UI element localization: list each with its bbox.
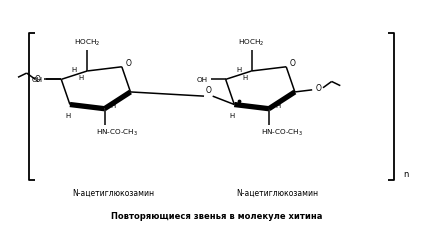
Text: N-ацетиглюкозамин: N-ацетиглюкозамин: [237, 188, 319, 197]
Text: HN-CO-CH$_3$: HN-CO-CH$_3$: [261, 127, 303, 137]
Text: H: H: [65, 112, 70, 119]
Text: H: H: [236, 67, 241, 73]
Text: Повторяющиеся звенья в молекуле хитина: Повторяющиеся звенья в молекуле хитина: [111, 211, 323, 220]
Text: n: n: [403, 169, 408, 178]
Text: H: H: [72, 67, 77, 73]
Text: HOCH$_2$: HOCH$_2$: [74, 37, 100, 48]
Text: HOCH$_2$: HOCH$_2$: [238, 37, 265, 48]
Text: H: H: [78, 75, 83, 81]
Text: HN-CO-CH$_3$: HN-CO-CH$_3$: [96, 127, 138, 137]
Text: O: O: [290, 59, 296, 68]
Text: H: H: [230, 112, 235, 119]
Text: OH: OH: [196, 77, 207, 83]
Text: O: O: [205, 86, 211, 95]
Text: O: O: [35, 75, 40, 84]
Text: OH: OH: [32, 77, 43, 83]
Text: O: O: [125, 59, 131, 68]
Text: N-ацетиглюкозамин: N-ацетиглюкозамин: [72, 188, 154, 197]
Text: O: O: [316, 84, 322, 93]
Text: H: H: [111, 103, 116, 109]
Text: H: H: [275, 103, 280, 109]
Text: H: H: [243, 75, 248, 81]
